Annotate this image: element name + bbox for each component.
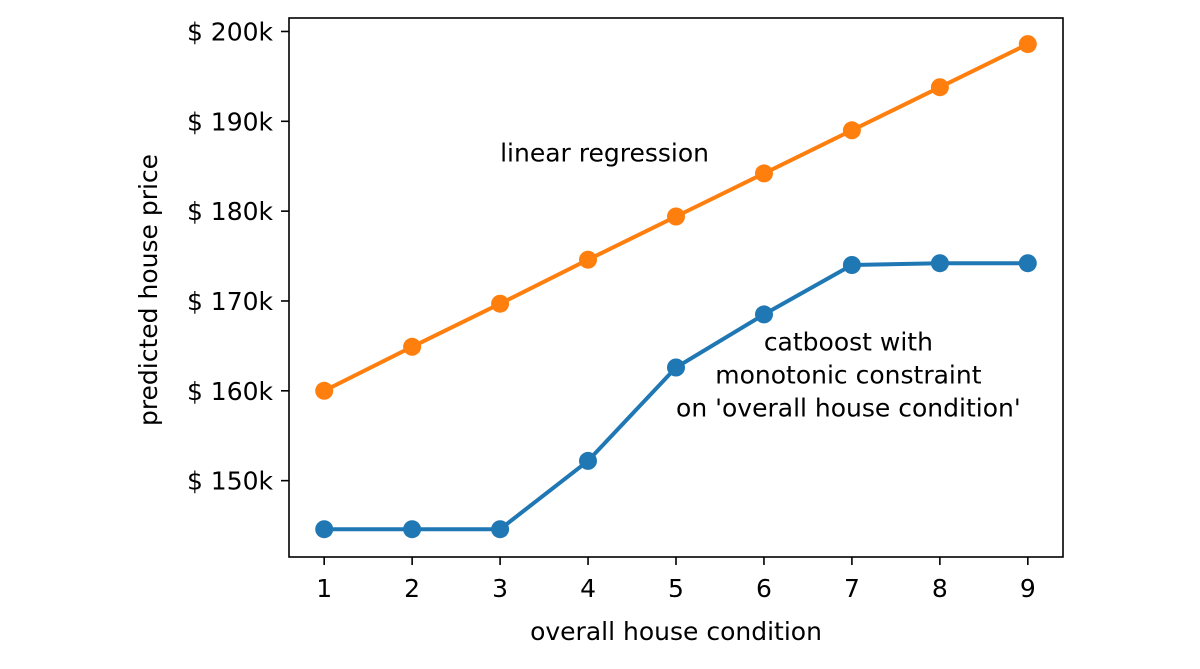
y-tick-label-5: $ 200k bbox=[187, 17, 274, 46]
series-1-point-0 bbox=[315, 381, 334, 400]
x-tick-label-7: 8 bbox=[932, 574, 948, 603]
annotation-1: catboost with monotonic constraint on 'ove… bbox=[676, 327, 1021, 422]
annotation-1-line-2: on 'overall house condition' bbox=[676, 393, 1021, 422]
y-axis: $ 150k $ 160k $ 170k $ 180k $ 190k $ 200k bbox=[187, 17, 289, 496]
annotation-0: linear regression bbox=[500, 139, 709, 168]
series-1-point-3 bbox=[579, 250, 597, 269]
x-tick-label-3: 4 bbox=[580, 574, 596, 603]
series-0-point-7 bbox=[930, 254, 949, 273]
y-tick-label-2: $ 170k bbox=[187, 287, 274, 316]
series-0-point-0 bbox=[315, 520, 334, 539]
x-tick-label-1: 2 bbox=[404, 574, 420, 603]
series-0-point-5 bbox=[755, 305, 773, 324]
series-0-point-6 bbox=[842, 256, 861, 274]
y-axis-label: predicted house price bbox=[134, 154, 163, 426]
x-tick-label-4: 5 bbox=[668, 574, 684, 603]
series-1-point-6 bbox=[842, 121, 861, 140]
y-tick-label-0: $ 150k bbox=[187, 467, 274, 496]
annotation-0-line-0: linear regression bbox=[500, 139, 709, 168]
marks-layer bbox=[315, 35, 1037, 539]
annotation-1-line-0: catboost with bbox=[764, 327, 933, 356]
x-tick-label-5: 6 bbox=[756, 574, 772, 603]
series-0-point-3 bbox=[579, 451, 597, 470]
plot-frame bbox=[288, 17, 1064, 558]
x-tick-label-0: 1 bbox=[316, 574, 332, 603]
y-tick-label-1: $ 160k bbox=[187, 377, 274, 406]
annotations-layer: linear regression catboost with monotonic … bbox=[500, 139, 1021, 423]
y-tick-label-3: $ 180k bbox=[187, 197, 274, 226]
series-1-point-4 bbox=[667, 207, 685, 226]
y-tick-label-4: $ 190k bbox=[187, 107, 274, 136]
series-1-point-2 bbox=[491, 294, 510, 313]
series-1-point-7 bbox=[930, 78, 949, 97]
series-0-point-4 bbox=[667, 358, 685, 377]
x-tick-label-8: 9 bbox=[1020, 574, 1036, 603]
series-1-point-1 bbox=[403, 337, 422, 356]
x-axis-label: overall house condition bbox=[530, 617, 822, 646]
x-axis: 1 2 3 4 5 6 7 8 9 bbox=[316, 557, 1036, 603]
series-1-point-8 bbox=[1018, 35, 1037, 54]
x-tick-label-2: 3 bbox=[492, 574, 508, 603]
annotation-1-line-1: monotonic constraint bbox=[715, 360, 981, 389]
series-0-point-8 bbox=[1018, 254, 1037, 273]
series-1-point-5 bbox=[755, 164, 773, 183]
series-0-point-1 bbox=[403, 520, 422, 539]
x-tick-label-6: 7 bbox=[844, 574, 860, 603]
series-0-point-2 bbox=[491, 520, 510, 539]
